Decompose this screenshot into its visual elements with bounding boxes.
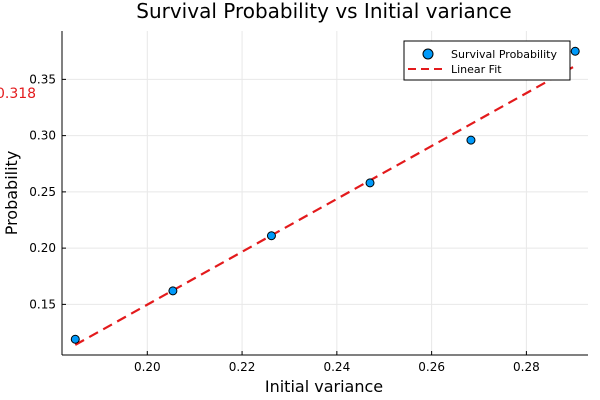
chart-title: Survival Probability vs Initial variance (136, 0, 512, 23)
x-tick-label: 0.20 (134, 360, 161, 374)
legend: Survival Probability Linear Fit (403, 40, 571, 81)
x-tick-label: 0.28 (513, 360, 540, 374)
legend-box (403, 40, 571, 81)
series-layer (70, 46, 580, 346)
y-tick-label: 0.25 (29, 185, 56, 199)
x-axis-label: Initial variance (265, 377, 383, 396)
legend-marker-survival (422, 48, 434, 60)
legend-label-survival: Survival Probability (451, 48, 557, 61)
x-tick-label: 0.22 (229, 360, 256, 374)
x-tick-label: 0.24 (323, 360, 350, 374)
y-tick-label: 0.30 (29, 129, 56, 143)
data-point (365, 178, 375, 188)
axes-layer: 0.20 0.22 0.24 0.26 0.28 0.15 0.20 0.25 0.30 0.35 (29, 31, 588, 374)
data-point (70, 334, 80, 344)
y-tick-label: 0.35 (29, 72, 56, 86)
y-axis-label: Probability (2, 151, 21, 236)
y-tick-label: 0.20 (29, 241, 56, 255)
annotation-label: 0.318 (0, 86, 36, 102)
x-tick-label: 0.26 (418, 360, 445, 374)
linear-fit-line (74, 64, 576, 346)
data-point (266, 231, 276, 241)
data-point (466, 135, 476, 145)
data-point (570, 46, 580, 56)
y-tick-label: 0.15 (29, 297, 56, 311)
legend-label-linear-fit: Linear Fit (451, 63, 502, 76)
data-point (168, 286, 178, 296)
